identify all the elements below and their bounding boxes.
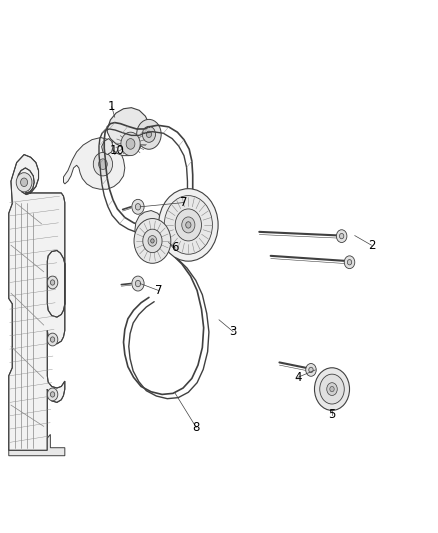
Circle shape [344, 256, 355, 269]
Circle shape [164, 196, 212, 254]
Circle shape [327, 383, 337, 395]
Circle shape [182, 217, 195, 233]
Circle shape [47, 276, 58, 289]
Text: 8: 8 [193, 421, 200, 434]
Circle shape [306, 364, 316, 376]
Polygon shape [105, 128, 142, 157]
Circle shape [99, 159, 107, 169]
Circle shape [148, 236, 157, 246]
Circle shape [21, 178, 28, 187]
Circle shape [347, 260, 352, 265]
Circle shape [135, 204, 141, 210]
Circle shape [50, 392, 55, 397]
Text: 1: 1 [108, 100, 116, 113]
Circle shape [142, 126, 155, 142]
Circle shape [132, 199, 144, 214]
Circle shape [121, 132, 140, 156]
Circle shape [47, 333, 58, 346]
Circle shape [132, 276, 144, 291]
Circle shape [137, 119, 161, 149]
Polygon shape [9, 155, 65, 450]
Circle shape [50, 337, 55, 342]
Circle shape [175, 209, 201, 241]
Circle shape [339, 233, 344, 239]
Circle shape [330, 386, 334, 392]
Circle shape [134, 219, 171, 263]
Circle shape [128, 133, 142, 150]
Text: 7: 7 [155, 284, 162, 297]
Polygon shape [135, 211, 164, 244]
Text: 3: 3 [230, 325, 237, 338]
Circle shape [47, 388, 58, 401]
Text: 7: 7 [180, 196, 188, 209]
Polygon shape [64, 138, 125, 189]
Text: 4: 4 [294, 371, 302, 384]
Polygon shape [9, 434, 65, 456]
Circle shape [320, 374, 344, 404]
Circle shape [159, 189, 218, 261]
Circle shape [146, 131, 152, 138]
Circle shape [336, 230, 347, 243]
Circle shape [93, 152, 113, 176]
Polygon shape [107, 108, 149, 148]
Text: 2: 2 [367, 239, 375, 252]
Circle shape [16, 173, 32, 192]
Circle shape [135, 280, 141, 287]
Circle shape [314, 368, 350, 410]
Circle shape [126, 139, 135, 149]
Circle shape [151, 239, 154, 243]
Text: 6: 6 [171, 241, 179, 254]
Circle shape [186, 222, 191, 228]
Circle shape [143, 229, 162, 253]
Circle shape [309, 367, 313, 373]
Text: 10: 10 [110, 144, 125, 157]
Polygon shape [102, 139, 113, 155]
Text: 5: 5 [328, 408, 336, 421]
Circle shape [50, 280, 55, 285]
